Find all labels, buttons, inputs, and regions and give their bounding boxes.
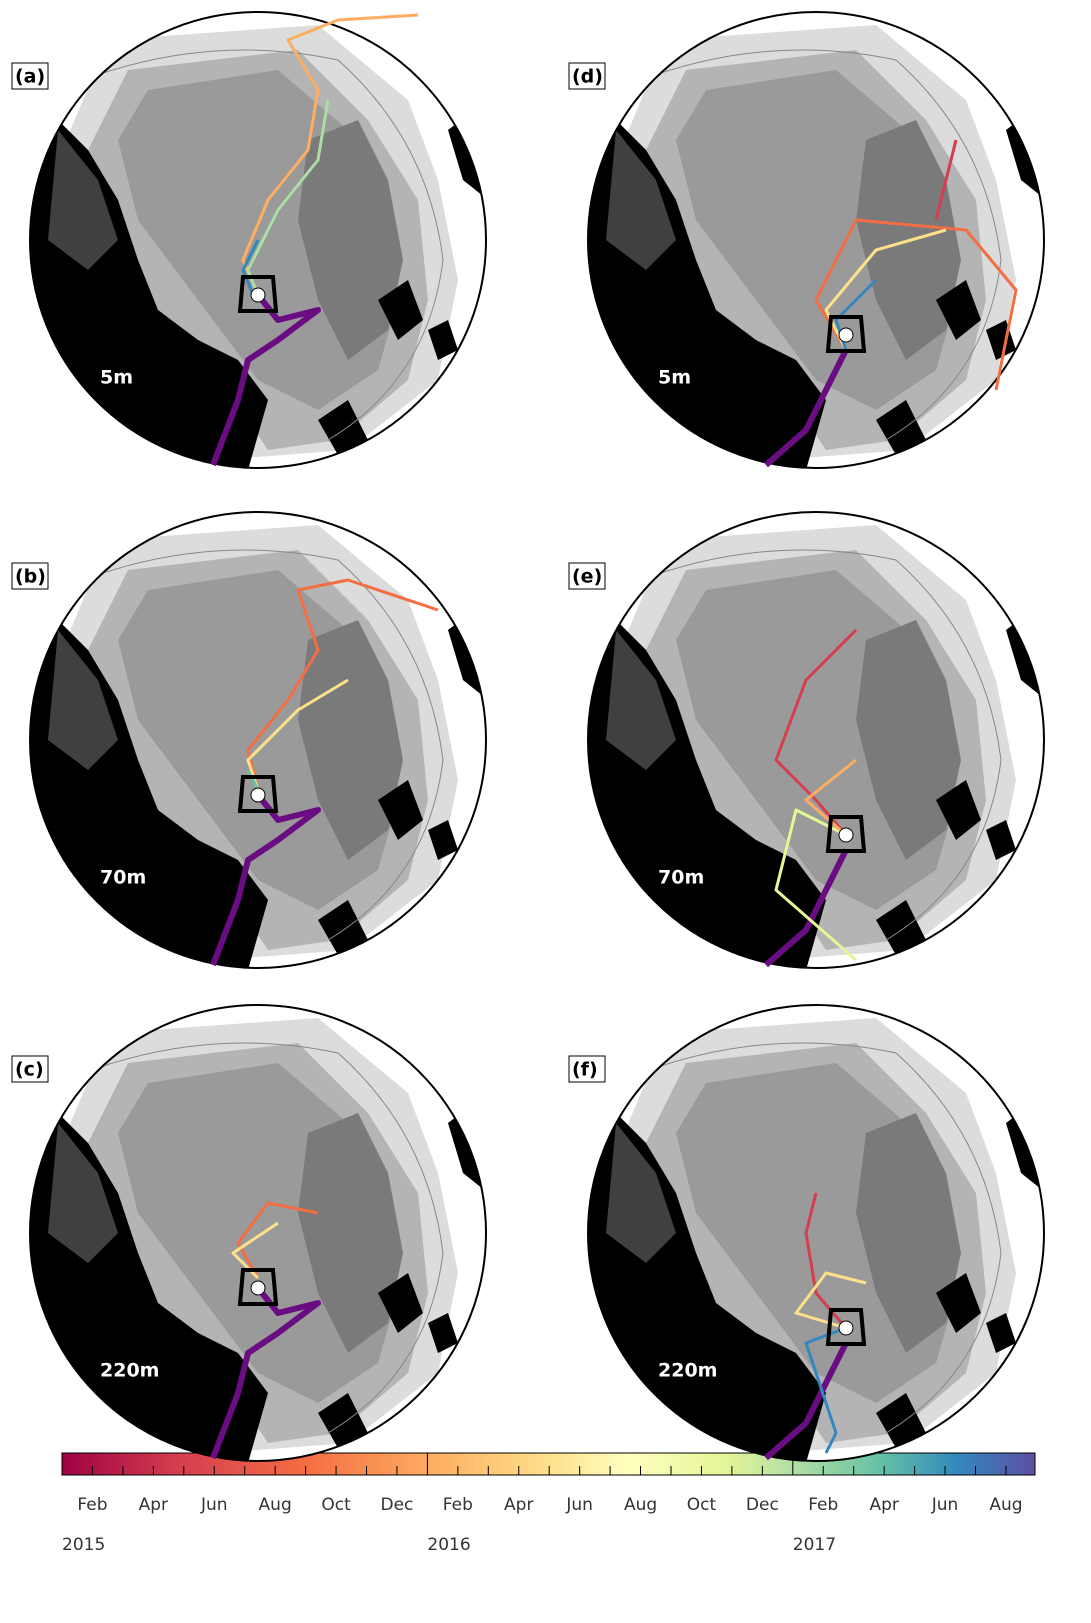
drift-track — [804, 1326, 847, 1454]
month-label: Feb — [443, 1495, 473, 1515]
map-panel: 70m — [28, 510, 488, 970]
drift-track — [246, 578, 439, 791]
panel-label: (a) — [15, 66, 45, 88]
panel-label-box — [568, 562, 606, 590]
depth-label: 70m — [658, 867, 704, 889]
month-label: Aug — [624, 1495, 657, 1515]
drift-track — [814, 218, 1018, 391]
panel-label: (b) — [15, 566, 46, 588]
basemap — [586, 10, 1046, 470]
drift-track — [934, 139, 958, 221]
drift-track — [241, 239, 260, 296]
map-panel: 5m — [586, 10, 1046, 470]
drift-track — [824, 228, 947, 351]
depth-label: 5m — [100, 367, 133, 389]
month-label: Oct — [321, 1495, 351, 1515]
release-point — [250, 787, 266, 803]
release-box — [237, 775, 279, 813]
drift-track — [241, 13, 419, 296]
drift-track — [236, 1201, 319, 1279]
reference-track — [210, 793, 321, 967]
month-label: Aug — [259, 1495, 292, 1515]
basemap — [28, 1003, 488, 1463]
month-label: Oct — [687, 1495, 717, 1515]
month-label: Feb — [808, 1495, 838, 1515]
year-label: 2017 — [793, 1535, 836, 1555]
release-box — [825, 815, 867, 853]
month-label: Dec — [380, 1495, 413, 1515]
month-label: Dec — [746, 1495, 779, 1515]
year-label: 2015 — [62, 1535, 105, 1555]
panel-label-box — [568, 1055, 606, 1083]
map-panel: 5m — [28, 10, 488, 470]
panel-label: (f) — [572, 1059, 598, 1081]
year-label: 2016 — [427, 1535, 470, 1555]
month-label: Aug — [989, 1495, 1022, 1515]
month-label: Feb — [77, 1495, 107, 1515]
month-label: Jun — [931, 1495, 959, 1515]
panel-label-box — [11, 562, 49, 590]
panel-label: (e) — [572, 566, 602, 588]
drift-track — [246, 769, 260, 791]
panel-label-box — [11, 1055, 49, 1083]
month-label: Apr — [139, 1495, 168, 1515]
map-panel: 70m — [586, 510, 1046, 970]
reference-track — [764, 1341, 849, 1461]
month-label: Apr — [869, 1495, 898, 1515]
panel-label: (c) — [15, 1059, 44, 1081]
release-box — [825, 1308, 867, 1346]
basemap — [586, 1003, 1046, 1463]
release-box — [237, 1268, 279, 1306]
reference-track — [210, 1286, 321, 1460]
drift-track — [804, 758, 857, 837]
release-point — [838, 1320, 854, 1336]
release-box — [825, 315, 867, 353]
reference-track — [210, 293, 321, 467]
panel-label-box — [568, 62, 606, 90]
reference-track — [764, 348, 849, 468]
map-panel: 220m — [28, 1003, 488, 1463]
month-label: Jun — [200, 1495, 228, 1515]
map-panel: 220m — [586, 1003, 1046, 1463]
depth-label: 220m — [658, 1360, 717, 1382]
release-point — [250, 1280, 266, 1296]
release-point — [250, 287, 266, 303]
release-box — [237, 275, 279, 313]
basemap — [28, 510, 488, 970]
depth-label: 5m — [658, 367, 691, 389]
depth-label: 220m — [100, 1360, 159, 1382]
month-label: Apr — [504, 1495, 533, 1515]
reference-track — [764, 848, 849, 968]
release-point — [838, 827, 854, 843]
panel-label-box — [11, 62, 49, 90]
basemap — [586, 510, 1046, 970]
depth-label: 70m — [100, 867, 146, 889]
drift-track — [774, 628, 858, 836]
drift-track — [774, 808, 857, 962]
panel-label: (d) — [572, 66, 603, 88]
release-point — [838, 327, 854, 343]
drift-track — [794, 1271, 867, 1330]
month-label: Jun — [565, 1495, 593, 1515]
